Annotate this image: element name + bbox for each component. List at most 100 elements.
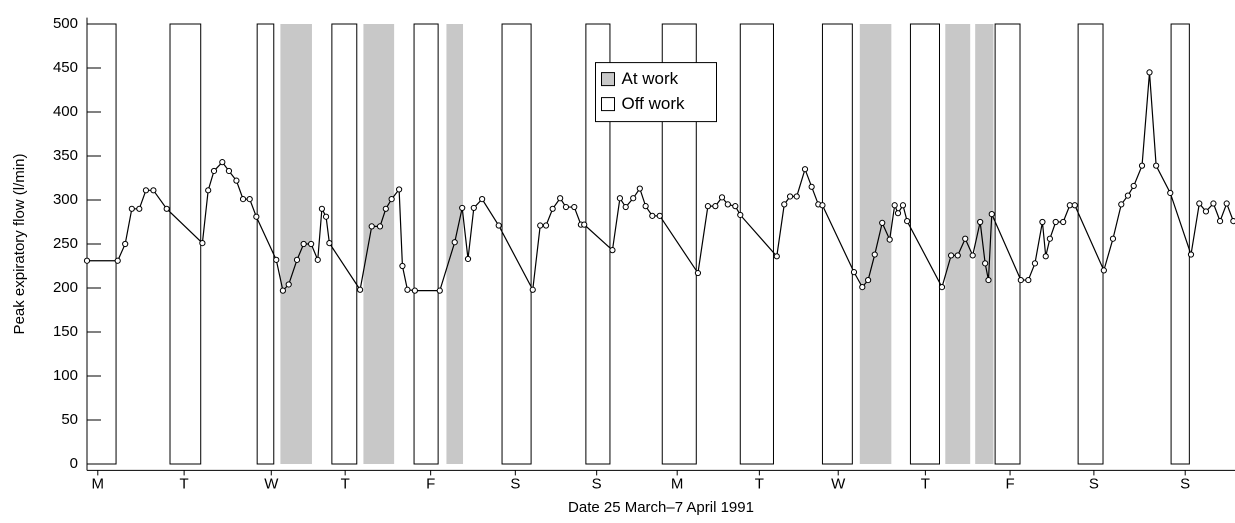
- data-point: [808, 183, 815, 190]
- data-point: [773, 253, 780, 260]
- data-point: [1196, 200, 1203, 207]
- data-point: [1046, 235, 1053, 242]
- data-point: [1223, 200, 1230, 207]
- period-bar: [1170, 23, 1190, 465]
- data-point: [1042, 253, 1049, 260]
- y-tick-label: 100: [53, 367, 78, 384]
- data-point: [163, 205, 170, 212]
- data-point: [581, 221, 588, 228]
- data-point: [1118, 201, 1125, 208]
- data-point: [253, 213, 260, 220]
- data-point: [1100, 267, 1107, 274]
- data-point: [871, 251, 878, 258]
- data-point: [300, 240, 307, 248]
- data-point: [1202, 208, 1210, 215]
- x-tick-label: T: [180, 475, 189, 492]
- data-point: [326, 240, 333, 247]
- x-tick-label: S: [510, 475, 520, 492]
- period-bar: [413, 23, 439, 465]
- data-point: [549, 205, 556, 212]
- y-axis-label: Peak expiratory flow (l/min): [11, 154, 28, 335]
- y-tick-label: 250: [53, 235, 78, 252]
- data-point: [1146, 69, 1153, 76]
- data-point: [150, 187, 157, 194]
- data-point: [376, 223, 384, 230]
- data-point: [404, 286, 411, 293]
- data-point: [246, 196, 253, 203]
- x-axis-label: Date 25 March–7 April 1991: [568, 499, 754, 516]
- x-tick-label: M: [671, 475, 684, 492]
- data-point: [199, 240, 206, 247]
- data-point: [642, 203, 649, 210]
- data-point: [985, 276, 992, 284]
- data-point: [83, 257, 91, 264]
- data-point: [737, 211, 744, 219]
- data-point: [977, 218, 984, 226]
- data-point: [571, 203, 578, 211]
- data-point: [557, 195, 564, 202]
- y-tick-label: 450: [53, 59, 78, 76]
- data-point: [622, 203, 629, 211]
- data-point: [1130, 182, 1137, 190]
- data-point: [142, 187, 150, 194]
- data-point: [210, 167, 218, 175]
- data-point: [609, 247, 616, 254]
- data-point: [724, 201, 731, 208]
- data-point: [894, 210, 902, 217]
- data-point: [285, 281, 292, 288]
- data-point: [1109, 235, 1117, 242]
- legend-swatch: [601, 97, 615, 112]
- y-tick-label: 300: [53, 191, 78, 208]
- data-point: [388, 196, 395, 203]
- data-point: [948, 252, 955, 259]
- data-point: [801, 166, 809, 173]
- data-point: [649, 212, 656, 219]
- data-point: [850, 269, 858, 276]
- data-point: [308, 240, 315, 248]
- data-point: [636, 185, 643, 192]
- data-point: [859, 284, 866, 291]
- period-bar: [1077, 23, 1104, 465]
- y-tick-label: 500: [53, 15, 78, 32]
- data-point: [891, 202, 898, 209]
- legend-label: Off work: [622, 94, 685, 113]
- data-point: [1031, 260, 1039, 267]
- data-point: [464, 255, 472, 263]
- data-point: [495, 222, 502, 229]
- x-tick-label: S: [1180, 475, 1190, 492]
- data-point: [819, 202, 826, 209]
- data-point: [1060, 218, 1067, 226]
- data-point: [322, 213, 330, 220]
- x-tick-label: W: [264, 475, 279, 492]
- data-point: [562, 203, 570, 211]
- data-point: [704, 203, 711, 210]
- legend-swatch: [601, 72, 615, 87]
- data-point: [988, 210, 995, 218]
- data-point: [1066, 202, 1073, 209]
- y-tick-label: 50: [61, 411, 78, 428]
- data-point: [694, 269, 702, 277]
- data-point: [1017, 276, 1024, 284]
- data-point: [382, 205, 389, 212]
- x-tick-label: W: [831, 475, 846, 492]
- data-point: [656, 212, 663, 219]
- data-point: [451, 239, 458, 246]
- data-point: [1230, 218, 1235, 225]
- data-point: [128, 205, 135, 212]
- data-point: [233, 177, 240, 184]
- x-tick-label: M: [92, 475, 105, 492]
- data-point: [712, 203, 719, 210]
- data-point: [781, 201, 788, 208]
- data-point: [1025, 276, 1032, 284]
- data-point: [718, 194, 726, 201]
- period-bar: [501, 23, 532, 465]
- data-point: [411, 287, 418, 294]
- data-point: [225, 167, 233, 175]
- data-point: [356, 286, 364, 293]
- data-point: [459, 204, 466, 212]
- x-tick-label: F: [1005, 475, 1014, 492]
- data-point: [273, 256, 280, 263]
- data-point: [786, 193, 794, 200]
- data-point: [732, 203, 739, 210]
